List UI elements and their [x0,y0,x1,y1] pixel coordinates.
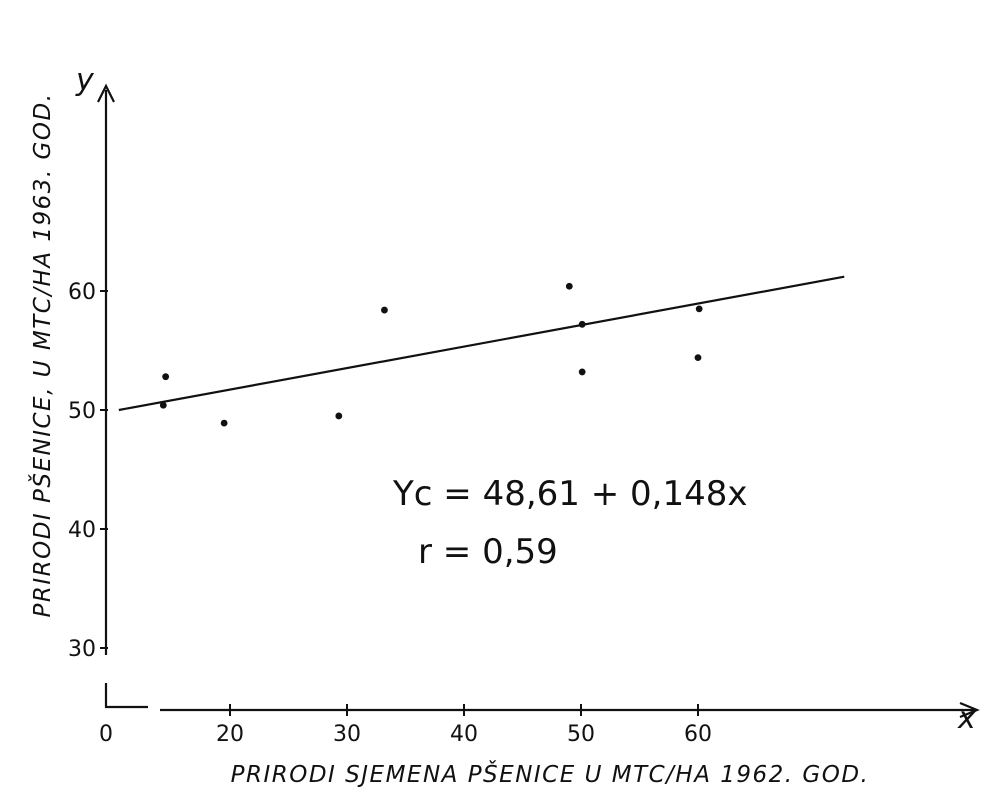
data-point [694,354,702,362]
regression-group [118,275,845,412]
data-point [162,373,170,381]
x-axis-arrow [959,701,980,719]
axis-break-corner [104,683,148,709]
data-point [695,305,703,313]
x-tick-label: 60 [684,722,712,747]
data-points [159,282,703,427]
y-tick-label: 60 [68,280,96,305]
data-point [335,412,343,420]
x-tick-label: 20 [216,722,244,747]
x-tick-label: 0 [99,722,113,747]
data-point [578,320,586,328]
x-tick-label: 30 [333,722,361,747]
y-axis-title: PRIRODI PŠENICE, U MTC/HA 1963. GOD. [28,92,56,617]
data-point [159,401,167,409]
regression-line [118,275,845,412]
data-point [220,419,228,427]
x-tick-label: 40 [450,722,478,747]
data-point [381,306,388,314]
axis-ticks: 30 40 50 60 0 20 30 40 50 60 [68,280,712,747]
x-axis-title: PRIRODI SJEMENA PŠENICE U MTC/HA 1962. G… [231,760,870,788]
y-axis-letter: y [75,63,95,98]
y-tick-label: 50 [68,399,96,424]
regression-equation: Yc = 48,61 + 0,148x [392,474,747,514]
x-axis-letter: x [957,701,976,736]
x-tick-label: 50 [567,722,595,747]
data-point [565,282,573,290]
y-tick-label: 40 [68,518,96,543]
correlation-coefficient: r = 0,59 [418,532,558,572]
y-axis-arrow [97,83,115,103]
y-tick-label: 30 [68,637,96,662]
data-point [578,368,586,376]
